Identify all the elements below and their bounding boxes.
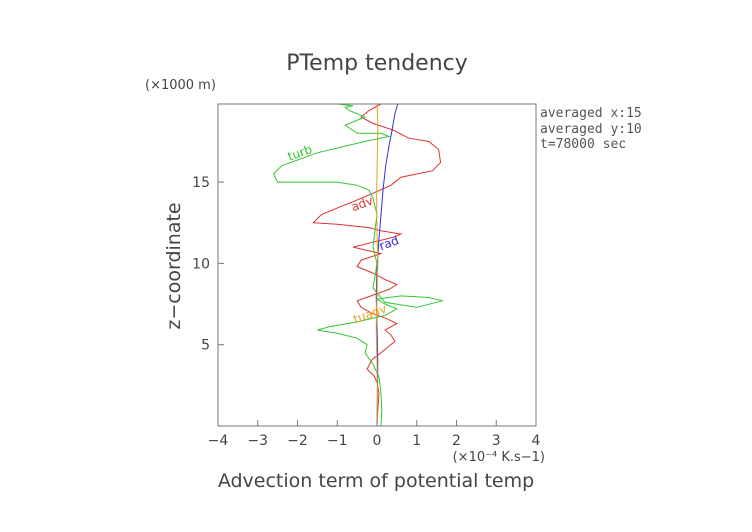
y-tick-label: 10 [192,256,210,272]
series-layer: adv turb rad tuadv [272,103,443,427]
ticks-layer: −4 −3 −2 −1 0 1 2 3 4 5 10 15 [192,175,540,449]
x-tick-label: 2 [452,433,461,449]
series-label-rad: rad [377,233,400,253]
info-line-3: t=78000 sec [540,137,626,152]
y-tick-label: 15 [192,175,210,191]
series-label-tuadv: tuadv [351,301,388,326]
chart-title: PTemp tendency [286,51,468,76]
x-tick-label: −4 [208,433,229,449]
x-unit-label: (×10⁻⁴ K.s−1) [453,450,545,465]
x-tick-label: 0 [373,433,382,449]
y-tick-label: 5 [201,338,210,354]
x-tick-label: −3 [247,433,268,449]
series-label-turb: turb [286,142,314,164]
series-line-turb [272,103,443,427]
y-unit-label: (×1000 m) [145,78,216,93]
x-axis-label: Advection term of potential temp [218,470,534,492]
series-line-adv [312,103,442,427]
series-label-adv: adv [349,193,375,214]
x-tick-label: −2 [287,433,308,449]
series-line-rad [375,103,399,427]
x-tick-label: 4 [532,433,541,449]
y-axis-label: z−coordinate [163,202,185,329]
x-tick-label: 1 [412,433,421,449]
info-line-1: averaged x:15 [540,106,642,121]
series-line-tuadv [375,103,379,427]
x-tick-label: −1 [327,433,348,449]
info-line-2: averaged y:10 [540,122,642,137]
x-tick-label: 3 [492,433,501,449]
